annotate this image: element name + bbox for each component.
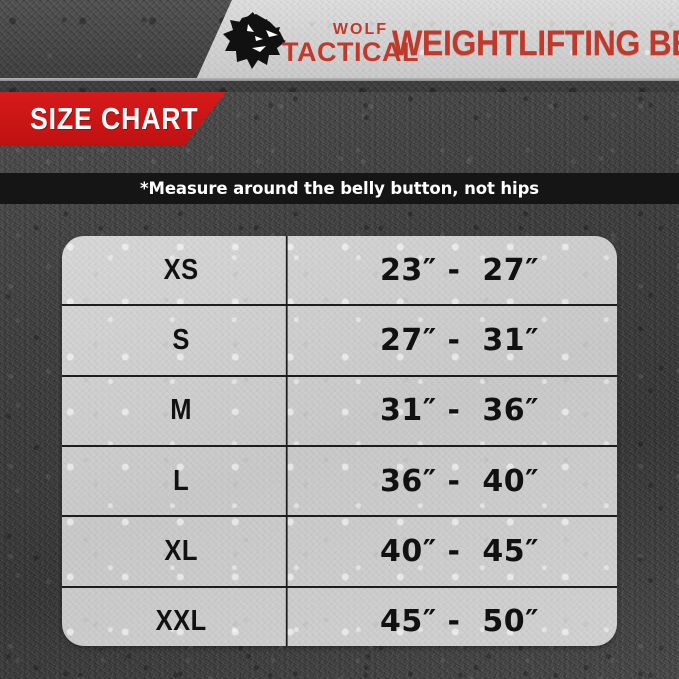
size-range: 45″ - 50″	[379, 604, 540, 640]
table-row: XXL 45″ - 50″	[62, 587, 617, 646]
size-chart-banner	[0, 92, 226, 146]
size-label: XL	[76, 517, 288, 586]
table-row: XS 23″ - 27″	[62, 236, 617, 307]
measure-note-text: *Measure around the belly button, not hi…	[139, 179, 540, 198]
size-label: M	[76, 376, 288, 445]
size-label: S	[76, 306, 288, 375]
header-band-divider	[0, 78, 679, 81]
table-row: L 36″ - 40″	[62, 446, 617, 518]
size-label: XS	[76, 236, 288, 305]
size-range: 36″ - 40″	[379, 463, 540, 499]
size-label: XXL	[76, 587, 288, 646]
size-range: 31″ - 36″	[379, 393, 540, 429]
size-range: 27″ - 31″	[379, 322, 540, 358]
wolf-head-icon	[222, 10, 288, 72]
brand-word-tactical: TACTICAL	[282, 37, 419, 67]
size-table: XS 23″ - 27″ S 27″ - 31″ M 31″ - 36″ L 3…	[62, 236, 617, 646]
table-row: S 27″ - 31″	[62, 306, 617, 377]
measure-note-bar	[0, 173, 679, 204]
brand-wordmark: WOLF TACTICAL	[282, 21, 419, 67]
table-row: M 31″ - 36″	[62, 376, 617, 447]
size-range: 40″ - 45″	[379, 533, 540, 569]
size-range: 23″ - 27″	[379, 252, 540, 288]
page-title: WEIGHTLIFTING BELT	[392, 24, 679, 63]
table-row: XL 40″ - 45″	[62, 517, 617, 588]
size-label: L	[76, 446, 288, 516]
brand-word-wolf: WOLF	[332, 21, 388, 38]
size-chart-banner-label: SIZE CHART	[30, 101, 199, 136]
